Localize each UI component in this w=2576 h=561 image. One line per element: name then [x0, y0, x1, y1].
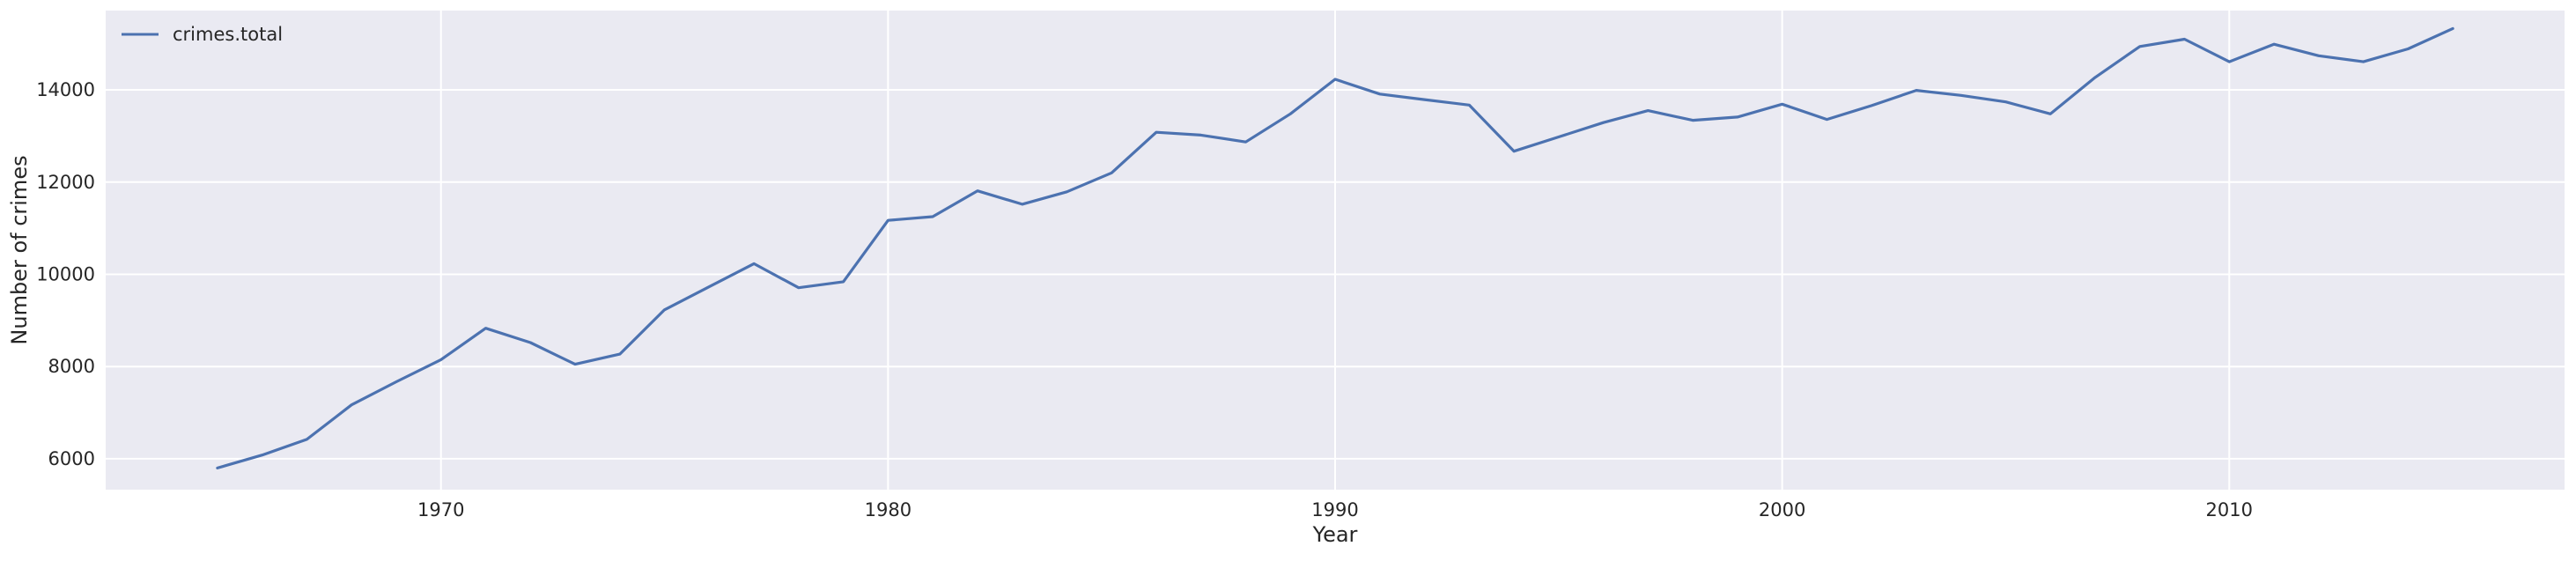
- y-tick-label: 14000: [36, 79, 95, 100]
- x-tick-label: 2000: [1759, 499, 1805, 520]
- x-tick-label: 1990: [1311, 499, 1358, 520]
- legend-label: crimes.total: [173, 24, 283, 45]
- y-tick-label: 12000: [36, 172, 95, 193]
- y-axis-title: Number of crimes: [7, 155, 32, 344]
- y-tick-label: 8000: [48, 356, 95, 377]
- x-axis-title: Year: [1312, 522, 1358, 547]
- x-tick-label: 2010: [2206, 499, 2253, 520]
- y-tick-label: 6000: [48, 448, 95, 469]
- x-tick-label: 1980: [865, 499, 912, 520]
- y-tick-label: 10000: [36, 263, 95, 284]
- x-tick-label: 1970: [417, 499, 464, 520]
